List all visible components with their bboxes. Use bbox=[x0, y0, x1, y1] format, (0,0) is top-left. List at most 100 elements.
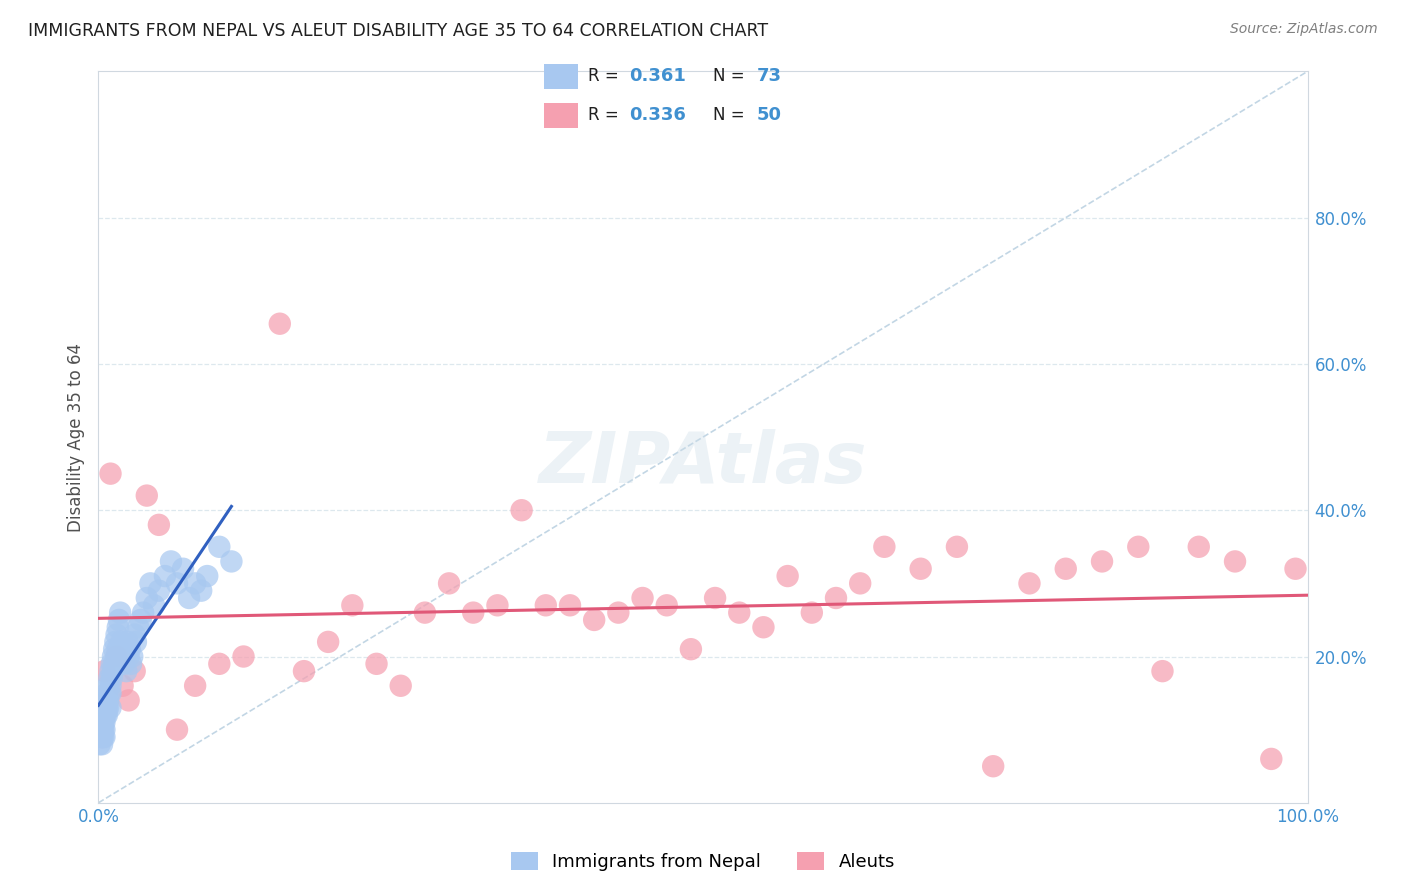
Point bbox=[132, 606, 155, 620]
Point bbox=[135, 489, 157, 503]
Text: R =: R = bbox=[588, 106, 624, 124]
Point bbox=[93, 723, 115, 737]
Point bbox=[105, 649, 128, 664]
Point bbox=[849, 576, 872, 591]
Point bbox=[1128, 540, 1150, 554]
Point bbox=[103, 657, 125, 671]
Point bbox=[873, 540, 896, 554]
Point bbox=[97, 700, 120, 714]
Text: 50: 50 bbox=[756, 106, 782, 124]
Point bbox=[981, 759, 1004, 773]
Point bbox=[486, 599, 509, 613]
Point bbox=[93, 715, 115, 730]
Point bbox=[96, 700, 118, 714]
Point bbox=[148, 583, 170, 598]
Point bbox=[93, 700, 115, 714]
Point bbox=[221, 554, 243, 568]
Point bbox=[583, 613, 606, 627]
Point bbox=[100, 679, 122, 693]
Point bbox=[195, 569, 218, 583]
Point bbox=[108, 613, 131, 627]
Point bbox=[94, 708, 117, 723]
Point bbox=[100, 672, 122, 686]
Point bbox=[160, 554, 183, 568]
Point bbox=[179, 591, 201, 605]
Point bbox=[125, 635, 148, 649]
Point bbox=[463, 606, 485, 620]
Point bbox=[98, 672, 121, 686]
Point bbox=[97, 693, 120, 707]
Point bbox=[91, 715, 114, 730]
Point bbox=[166, 723, 188, 737]
Point bbox=[728, 606, 751, 620]
Point bbox=[94, 693, 117, 707]
Bar bbox=[544, 103, 578, 128]
Point bbox=[93, 664, 115, 678]
Point bbox=[704, 591, 727, 605]
Point bbox=[105, 649, 128, 664]
Point bbox=[105, 627, 128, 641]
Point bbox=[184, 576, 207, 591]
Point bbox=[117, 635, 139, 649]
Point bbox=[143, 599, 166, 613]
Point bbox=[631, 591, 654, 605]
Point bbox=[1091, 554, 1114, 568]
Point bbox=[679, 642, 702, 657]
Point bbox=[96, 686, 118, 700]
Point bbox=[107, 642, 129, 657]
Point bbox=[118, 642, 141, 657]
Point bbox=[104, 635, 127, 649]
Point bbox=[607, 606, 630, 620]
Point bbox=[91, 737, 114, 751]
Point bbox=[366, 657, 388, 671]
Point bbox=[91, 730, 114, 744]
Point bbox=[166, 576, 188, 591]
Point bbox=[1018, 576, 1040, 591]
Point bbox=[101, 664, 124, 678]
Point bbox=[96, 708, 118, 723]
Text: IMMIGRANTS FROM NEPAL VS ALEUT DISABILITY AGE 35 TO 64 CORRELATION CHART: IMMIGRANTS FROM NEPAL VS ALEUT DISABILIT… bbox=[28, 22, 768, 40]
Point bbox=[172, 562, 194, 576]
Point bbox=[1054, 562, 1077, 576]
Bar bbox=[544, 63, 578, 89]
Point bbox=[232, 649, 254, 664]
Point bbox=[100, 664, 122, 678]
Point bbox=[135, 591, 157, 605]
Y-axis label: Disability Age 35 to 64: Disability Age 35 to 64 bbox=[66, 343, 84, 532]
Point bbox=[825, 591, 848, 605]
Point bbox=[1152, 664, 1174, 678]
Point bbox=[120, 657, 142, 671]
Point bbox=[111, 649, 134, 664]
Text: N =: N = bbox=[713, 68, 749, 86]
Point bbox=[269, 317, 291, 331]
Point bbox=[121, 649, 143, 664]
Point bbox=[124, 664, 146, 678]
Point bbox=[558, 599, 581, 613]
Legend: Immigrants from Nepal, Aleuts: Immigrants from Nepal, Aleuts bbox=[503, 846, 903, 879]
Point bbox=[208, 540, 231, 554]
Point bbox=[91, 723, 114, 737]
Point bbox=[776, 569, 799, 583]
Point bbox=[91, 730, 114, 744]
Point bbox=[1223, 554, 1246, 568]
Point bbox=[1260, 752, 1282, 766]
Point bbox=[108, 606, 131, 620]
Point bbox=[93, 730, 115, 744]
Text: 0.361: 0.361 bbox=[628, 68, 686, 86]
Point bbox=[129, 613, 152, 627]
Point bbox=[100, 686, 122, 700]
Point bbox=[752, 620, 775, 634]
Text: ZIPAtlas: ZIPAtlas bbox=[538, 429, 868, 499]
Point bbox=[1188, 540, 1211, 554]
Point bbox=[910, 562, 932, 576]
Text: 0.336: 0.336 bbox=[628, 106, 686, 124]
Point bbox=[100, 657, 122, 671]
Point bbox=[184, 679, 207, 693]
Point bbox=[101, 649, 124, 664]
Point bbox=[148, 517, 170, 532]
Point bbox=[91, 723, 114, 737]
Point bbox=[111, 679, 134, 693]
Point bbox=[1284, 562, 1306, 576]
Point bbox=[89, 737, 111, 751]
Point bbox=[114, 642, 136, 657]
